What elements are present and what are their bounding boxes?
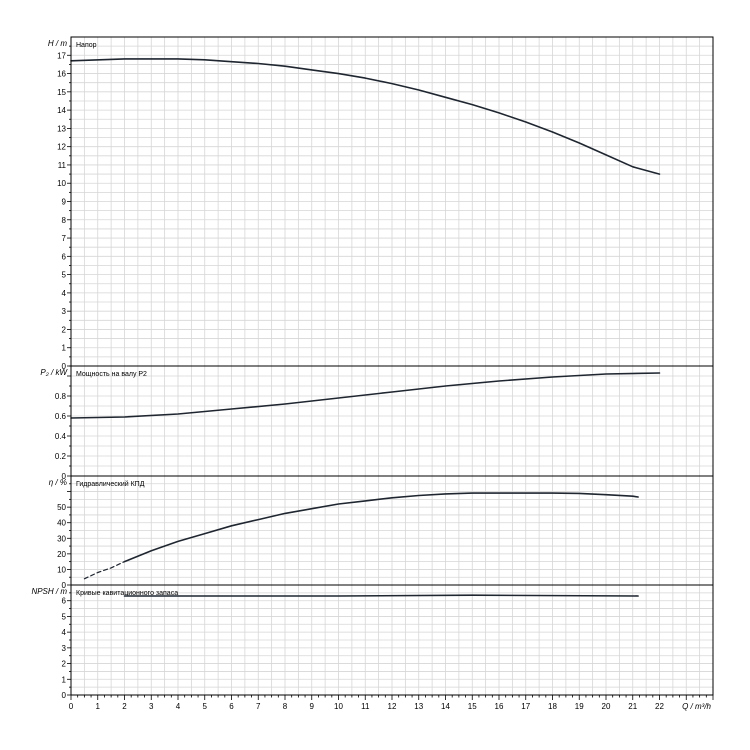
y-axis-label: P₂ / kW bbox=[40, 368, 68, 377]
y-axis-label: H / m bbox=[48, 39, 67, 48]
y-tick-label: 17 bbox=[57, 51, 66, 60]
x-tick-label: 16 bbox=[495, 702, 504, 711]
panel-efficiency: 0 10 20 30 40 50 η / % Гидравлический КПД bbox=[49, 475, 714, 590]
y-tick-label: 0.6 bbox=[55, 412, 67, 421]
x-tick-label: 12 bbox=[388, 702, 397, 711]
y-tick-label: 0.4 bbox=[55, 432, 67, 441]
x-tick-label: 11 bbox=[361, 702, 370, 711]
y-tick-label: 40 bbox=[57, 519, 66, 528]
y-tick-label: 5 bbox=[62, 271, 67, 280]
series-line bbox=[70, 58, 661, 175]
y-tick-label: 0.8 bbox=[55, 392, 67, 401]
x-tick-label: 3 bbox=[149, 702, 154, 711]
x-tick-label: 1 bbox=[96, 702, 101, 711]
x-tick-label: 0 bbox=[69, 702, 74, 711]
y-tick-label: 10 bbox=[57, 179, 66, 188]
x-tick-label: 4 bbox=[176, 702, 181, 711]
x-tick-label: 18 bbox=[548, 702, 557, 711]
y-tick-label: 4 bbox=[62, 289, 67, 298]
x-axis: 0 1 2 3 4 5 6 7 8 9 10 11 12 13 14 15 16 17 18 19 20 21 22 Q / … bbox=[69, 695, 714, 711]
x-axis-label: Q / m³/h bbox=[682, 702, 711, 711]
x-tick-label: 5 bbox=[203, 702, 208, 711]
x-tick-label: 13 bbox=[414, 702, 423, 711]
y-tick-label: 0 bbox=[62, 691, 67, 700]
x-tick-label: 19 bbox=[575, 702, 584, 711]
panel-title: Мощность на валу P2 bbox=[76, 371, 147, 378]
x-tick-label: 17 bbox=[521, 702, 530, 711]
x-tick-label: 8 bbox=[283, 702, 288, 711]
y-axis-label: η / % bbox=[49, 478, 67, 487]
x-tick-label: 6 bbox=[229, 702, 234, 711]
y-tick-label: 0 bbox=[62, 581, 67, 590]
y-tick-label: 1 bbox=[62, 675, 67, 684]
y-tick-label: 12 bbox=[57, 143, 66, 152]
y-tick-label: 20 bbox=[57, 550, 66, 559]
y-tick-label: 16 bbox=[57, 70, 66, 79]
panel-power: 0 0.2 0.4 0.6 0.8 P₂ / kW Мощность на валу P2 bbox=[40, 365, 714, 481]
y-tick-label: 10 bbox=[57, 565, 66, 574]
x-tick-label: 9 bbox=[310, 702, 315, 711]
y-tick-label: 6 bbox=[62, 597, 67, 606]
y-tick-label: 3 bbox=[62, 644, 67, 653]
y-tick-label: 0 bbox=[62, 472, 67, 481]
panel-title: Напор bbox=[76, 42, 97, 49]
y-tick-label: 13 bbox=[57, 124, 66, 133]
x-tick-label: 2 bbox=[122, 702, 127, 711]
x-tick-label: 22 bbox=[655, 702, 664, 711]
y-tick-label: 0 bbox=[62, 362, 67, 371]
y-tick-label: 11 bbox=[58, 161, 67, 170]
y-tick-label: 2 bbox=[62, 325, 67, 334]
y-tick-label: 15 bbox=[57, 88, 66, 97]
panel-title: Кривые кавитационного запаса bbox=[76, 590, 178, 597]
y-tick-label: 5 bbox=[62, 612, 67, 621]
y-tick-label: 50 bbox=[57, 503, 66, 512]
y-tick-label: 4 bbox=[62, 628, 67, 637]
series-line bbox=[123, 492, 639, 563]
y-axis-label: NPSH / m bbox=[31, 587, 67, 596]
x-tick-label: 14 bbox=[441, 702, 450, 711]
x-tick-label: 15 bbox=[468, 702, 477, 711]
y-tick-label: 8 bbox=[62, 216, 67, 225]
y-tick-label: 30 bbox=[57, 534, 66, 543]
y-tick-label: 0.2 bbox=[55, 452, 67, 461]
y-tick-label: 7 bbox=[62, 234, 67, 243]
x-tick-label: 10 bbox=[334, 702, 343, 711]
y-tick-label: 3 bbox=[62, 307, 67, 316]
y-tick-label: 2 bbox=[62, 660, 67, 669]
y-tick-label: 14 bbox=[57, 106, 66, 115]
series-line bbox=[70, 372, 661, 419]
y-tick-label: 6 bbox=[62, 252, 67, 261]
x-tick-label: 20 bbox=[602, 702, 611, 711]
panel-title: Гидравлический КПД bbox=[76, 480, 145, 488]
series-line bbox=[83, 561, 126, 580]
series-line bbox=[123, 594, 639, 597]
y-tick-label: 1 bbox=[62, 344, 67, 353]
x-tick-label: 21 bbox=[628, 702, 637, 711]
x-tick-label: 7 bbox=[256, 702, 261, 711]
y-tick-label: 9 bbox=[62, 198, 67, 207]
